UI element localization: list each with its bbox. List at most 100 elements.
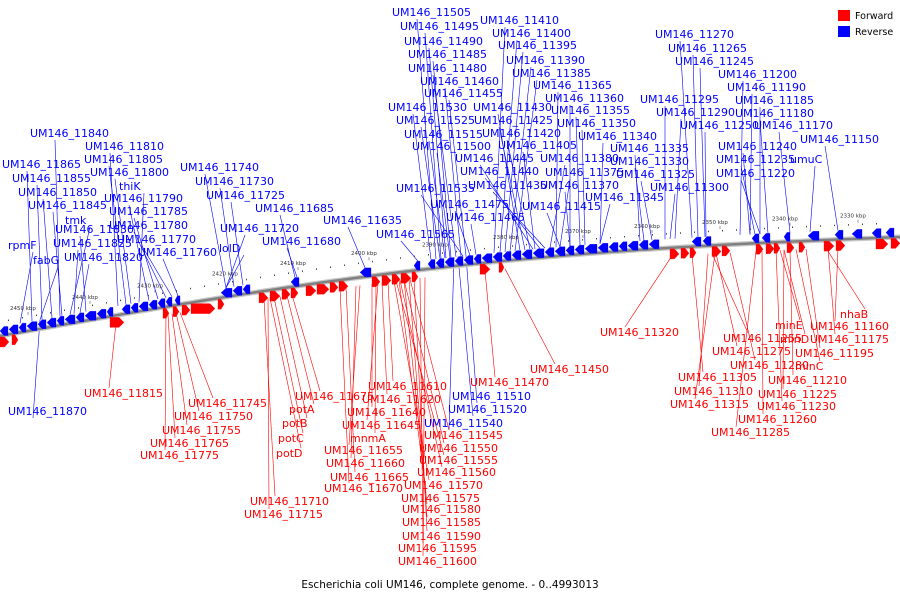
minor-tick bbox=[456, 250, 457, 253]
gene-label: UM146_11490 bbox=[404, 35, 483, 48]
gene-arrow bbox=[174, 295, 181, 305]
minor-tick bbox=[596, 237, 597, 240]
minor-tick bbox=[470, 249, 471, 251]
tick-label: 2380 kbp bbox=[493, 235, 519, 241]
leader-line bbox=[555, 91, 559, 248]
gene-arrow bbox=[148, 300, 158, 310]
minor-tick bbox=[414, 255, 415, 258]
leader-line bbox=[286, 295, 315, 405]
minor-tick bbox=[834, 224, 835, 227]
leader-line bbox=[428, 47, 447, 258]
gene-label: UM146_11600 bbox=[398, 555, 477, 568]
leader-line bbox=[263, 299, 276, 497]
leader-line bbox=[729, 252, 756, 361]
gene-label: minC bbox=[795, 360, 824, 373]
minor-tick bbox=[260, 276, 261, 279]
gene-label: UM146_11515 bbox=[404, 128, 483, 141]
gene-label: UM146_11235 bbox=[716, 153, 795, 166]
minor-tick bbox=[218, 283, 219, 285]
leader-line bbox=[761, 250, 764, 415]
minor-tick bbox=[148, 294, 149, 297]
gene-label: UM146_11725 bbox=[206, 189, 285, 202]
minor-tick bbox=[876, 222, 877, 225]
gene-arrow bbox=[217, 299, 225, 310]
gene-arrow bbox=[400, 273, 412, 284]
leader-line bbox=[581, 129, 586, 245]
gene-arrow bbox=[890, 238, 900, 249]
leader-line bbox=[465, 255, 478, 404]
gene-arrow bbox=[18, 322, 27, 333]
gene-label: UM146_11740 bbox=[180, 161, 259, 174]
gene-arrow bbox=[783, 232, 791, 242]
gene-label: UM146_11375 bbox=[545, 166, 624, 179]
gene-arrow bbox=[232, 286, 243, 296]
leader-line bbox=[420, 194, 464, 257]
gene-arrow bbox=[479, 264, 491, 275]
gene-label: UM146_11335 bbox=[610, 142, 689, 155]
gene-label: UM146_11175 bbox=[810, 333, 889, 346]
gene-label: UM146_11305 bbox=[678, 371, 757, 384]
gene-label: UM146_11185 bbox=[735, 94, 814, 107]
gene-label: UM146_11410 bbox=[480, 14, 559, 27]
gene-label: UM146_11680 bbox=[262, 235, 341, 248]
gene-label: UM146_11345 bbox=[585, 191, 664, 204]
minor-tick bbox=[610, 236, 611, 239]
gene-label: UM146_11395 bbox=[498, 39, 577, 52]
minor-tick bbox=[708, 230, 709, 233]
minor-tick bbox=[750, 228, 751, 230]
gene-arrow bbox=[0, 336, 10, 348]
gene-arrow bbox=[281, 289, 291, 300]
leader-line bbox=[79, 235, 87, 312]
gene-arrow bbox=[492, 252, 503, 262]
leader-line bbox=[141, 245, 173, 297]
leader-line bbox=[740, 179, 761, 235]
leader-line bbox=[484, 270, 496, 378]
leader-line bbox=[204, 173, 227, 289]
gene-label: UM146_11830 bbox=[55, 223, 134, 236]
gene-label: UM146_11850 bbox=[18, 186, 97, 199]
leader-line bbox=[179, 312, 214, 399]
leader-line bbox=[79, 263, 90, 313]
leader-line bbox=[479, 164, 534, 250]
legend-reverse-label: Reverse bbox=[855, 27, 893, 38]
leader-line bbox=[175, 313, 200, 412]
gene-label: UM146_11405 bbox=[498, 139, 577, 152]
gene-label: UM146_11865 bbox=[2, 158, 81, 171]
leader-line bbox=[286, 247, 298, 278]
gene-label: lolD bbox=[219, 242, 240, 255]
minor-tick bbox=[666, 233, 667, 235]
gene-arrow bbox=[157, 298, 166, 308]
gene-label: UM146_11820 bbox=[64, 251, 143, 264]
gene-label: UM146_11340 bbox=[578, 130, 657, 143]
legend-forward-label: Forward bbox=[855, 11, 893, 22]
gene-arrow bbox=[181, 304, 191, 316]
leader-line bbox=[279, 214, 296, 278]
leader-line bbox=[420, 126, 441, 259]
gene-label: UM146_11240 bbox=[718, 140, 797, 153]
gene-label: UM146_11685 bbox=[255, 202, 334, 215]
tick-label: 2350 kbp bbox=[702, 220, 728, 226]
gene-arrow bbox=[532, 248, 545, 258]
gene-label: UM146_11160 bbox=[810, 320, 889, 333]
minor-tick bbox=[512, 245, 513, 247]
leader-line bbox=[514, 79, 538, 251]
leader-line bbox=[599, 142, 604, 244]
leader-line bbox=[339, 288, 350, 484]
gene-label: UM146_11580 bbox=[402, 503, 481, 516]
gene-label: UM146_11210 bbox=[768, 374, 847, 387]
gene-label: UM146_11440 bbox=[460, 165, 539, 178]
gene-label: fabG bbox=[33, 254, 59, 267]
gene-label: UM146_11350 bbox=[557, 117, 636, 130]
gene-label: UM146_11280 bbox=[730, 359, 809, 372]
gene-arrow bbox=[638, 240, 649, 250]
leader-line bbox=[171, 313, 188, 426]
leader-line bbox=[444, 87, 462, 257]
leader-lines bbox=[19, 18, 866, 557]
minor-tick bbox=[540, 242, 541, 245]
gene-arrow bbox=[172, 306, 180, 317]
minor-tick bbox=[652, 234, 653, 236]
gene-label: umuC bbox=[790, 153, 823, 166]
leader-line bbox=[225, 234, 246, 289]
minor-tick bbox=[848, 224, 849, 226]
gene-label: potD bbox=[276, 447, 303, 460]
